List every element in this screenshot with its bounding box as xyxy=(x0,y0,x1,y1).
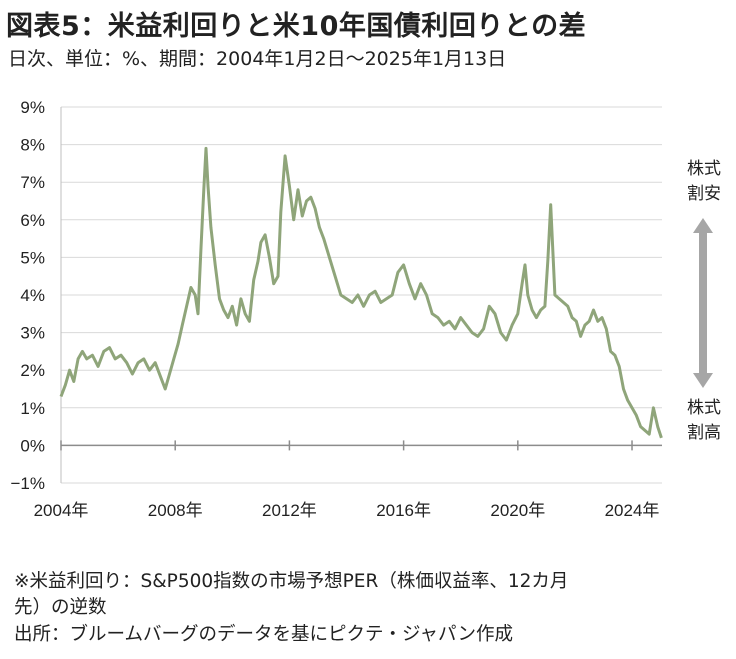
y-tick-label: 3% xyxy=(20,324,45,343)
x-tick-label: 2004年 xyxy=(34,501,89,520)
x-tick-label: 2008年 xyxy=(148,501,203,520)
y-tick-label: 0% xyxy=(20,436,45,455)
series-layer xyxy=(59,146,663,439)
gridlines xyxy=(61,106,662,484)
y-tick-label: 2% xyxy=(20,361,45,380)
footnote-line1: ※米益利回り：S&P500指数の市場予想PER（株価収益率、12カ月 xyxy=(14,571,569,592)
y-tick-label: −1% xyxy=(11,474,46,493)
x-tick-label: 2012年 xyxy=(262,501,317,520)
source-note: 出所：ブルームバーグのデータを基にピクテ・ジャパン作成 xyxy=(14,624,513,645)
y-tick-label: 4% xyxy=(20,286,45,305)
footnote-line2: 先）の逆数 xyxy=(14,597,107,618)
x-tick-label: 2020年 xyxy=(490,501,545,520)
x-tick-label: 2016年 xyxy=(376,501,431,520)
double-arrow-icon xyxy=(693,218,713,388)
undervalued-label: 株式 割安 xyxy=(679,157,729,207)
y-axis: 9% 8% 7% 6% 5% 4% 3% 2% 1% 0% −1% xyxy=(11,98,62,493)
overvalued-label-line1: 株式 xyxy=(687,398,721,418)
x-tick-label: 2024年 xyxy=(605,501,660,520)
overvalued-label: 株式 割高 xyxy=(679,396,729,446)
chart-subtitle: 日次、単位：%、期間：2004年1月2日～2025年1月13日 xyxy=(8,48,507,70)
overvalued-label-line2: 割高 xyxy=(687,423,721,443)
line-chart: 9%8%7%6%5%4%3%2%1%0%−1% 2004年 2008年 2012年 2… xyxy=(11,98,713,520)
y-tick-label: 7% xyxy=(20,173,45,192)
series-line xyxy=(59,146,663,439)
y-tick-label: 9% xyxy=(20,98,45,117)
y-tick-label: 6% xyxy=(20,211,45,230)
chart-title: 図表5：米益利回りと米10年国債利回りとの差 xyxy=(6,11,587,42)
x-axis: 2004年 2008年 2012年 2016年 2020年 2024年 xyxy=(34,440,662,520)
valuation-arrow xyxy=(693,218,713,388)
y-tick-label: 1% xyxy=(20,399,45,418)
undervalued-label-line1: 株式 xyxy=(687,159,721,179)
y-tick-label: 5% xyxy=(20,248,45,267)
y-tick-label: 8% xyxy=(20,136,45,155)
undervalued-label-line2: 割安 xyxy=(687,184,721,204)
